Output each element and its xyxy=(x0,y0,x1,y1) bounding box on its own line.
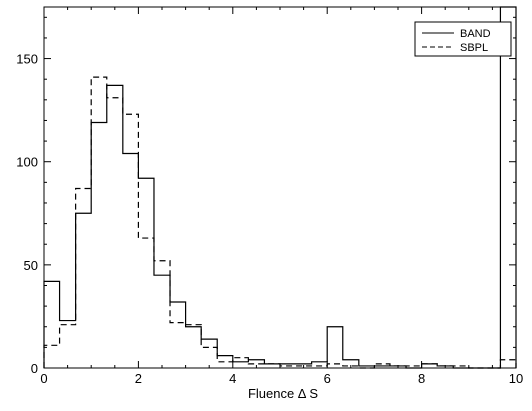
x-tick-label: 4 xyxy=(229,371,236,386)
x-tick-label: 10 xyxy=(509,371,523,386)
series-layer xyxy=(43,6,517,369)
x-tick-label: 6 xyxy=(324,371,331,386)
y-tick-label: 100 xyxy=(16,155,38,170)
legend-label-band: BAND xyxy=(460,28,491,40)
y-tick-label: 150 xyxy=(16,52,38,67)
x-tick-label: 0 xyxy=(40,371,47,386)
plot-frame xyxy=(43,6,517,369)
legend-label-sbpl: SBPL xyxy=(460,42,488,54)
y-tick-label: 0 xyxy=(31,361,38,376)
x-tick-label: 8 xyxy=(418,371,425,386)
y-tick-label: 50 xyxy=(24,258,38,273)
x-tick-label: 2 xyxy=(135,371,142,386)
series-band-line xyxy=(43,6,517,369)
legend-box xyxy=(414,21,512,57)
legend: BAND SBPL xyxy=(414,21,512,57)
series-sbpl-line xyxy=(43,76,517,369)
x-axis-title: Fluence Δ S xyxy=(248,386,318,401)
axis-ticks xyxy=(43,7,517,369)
